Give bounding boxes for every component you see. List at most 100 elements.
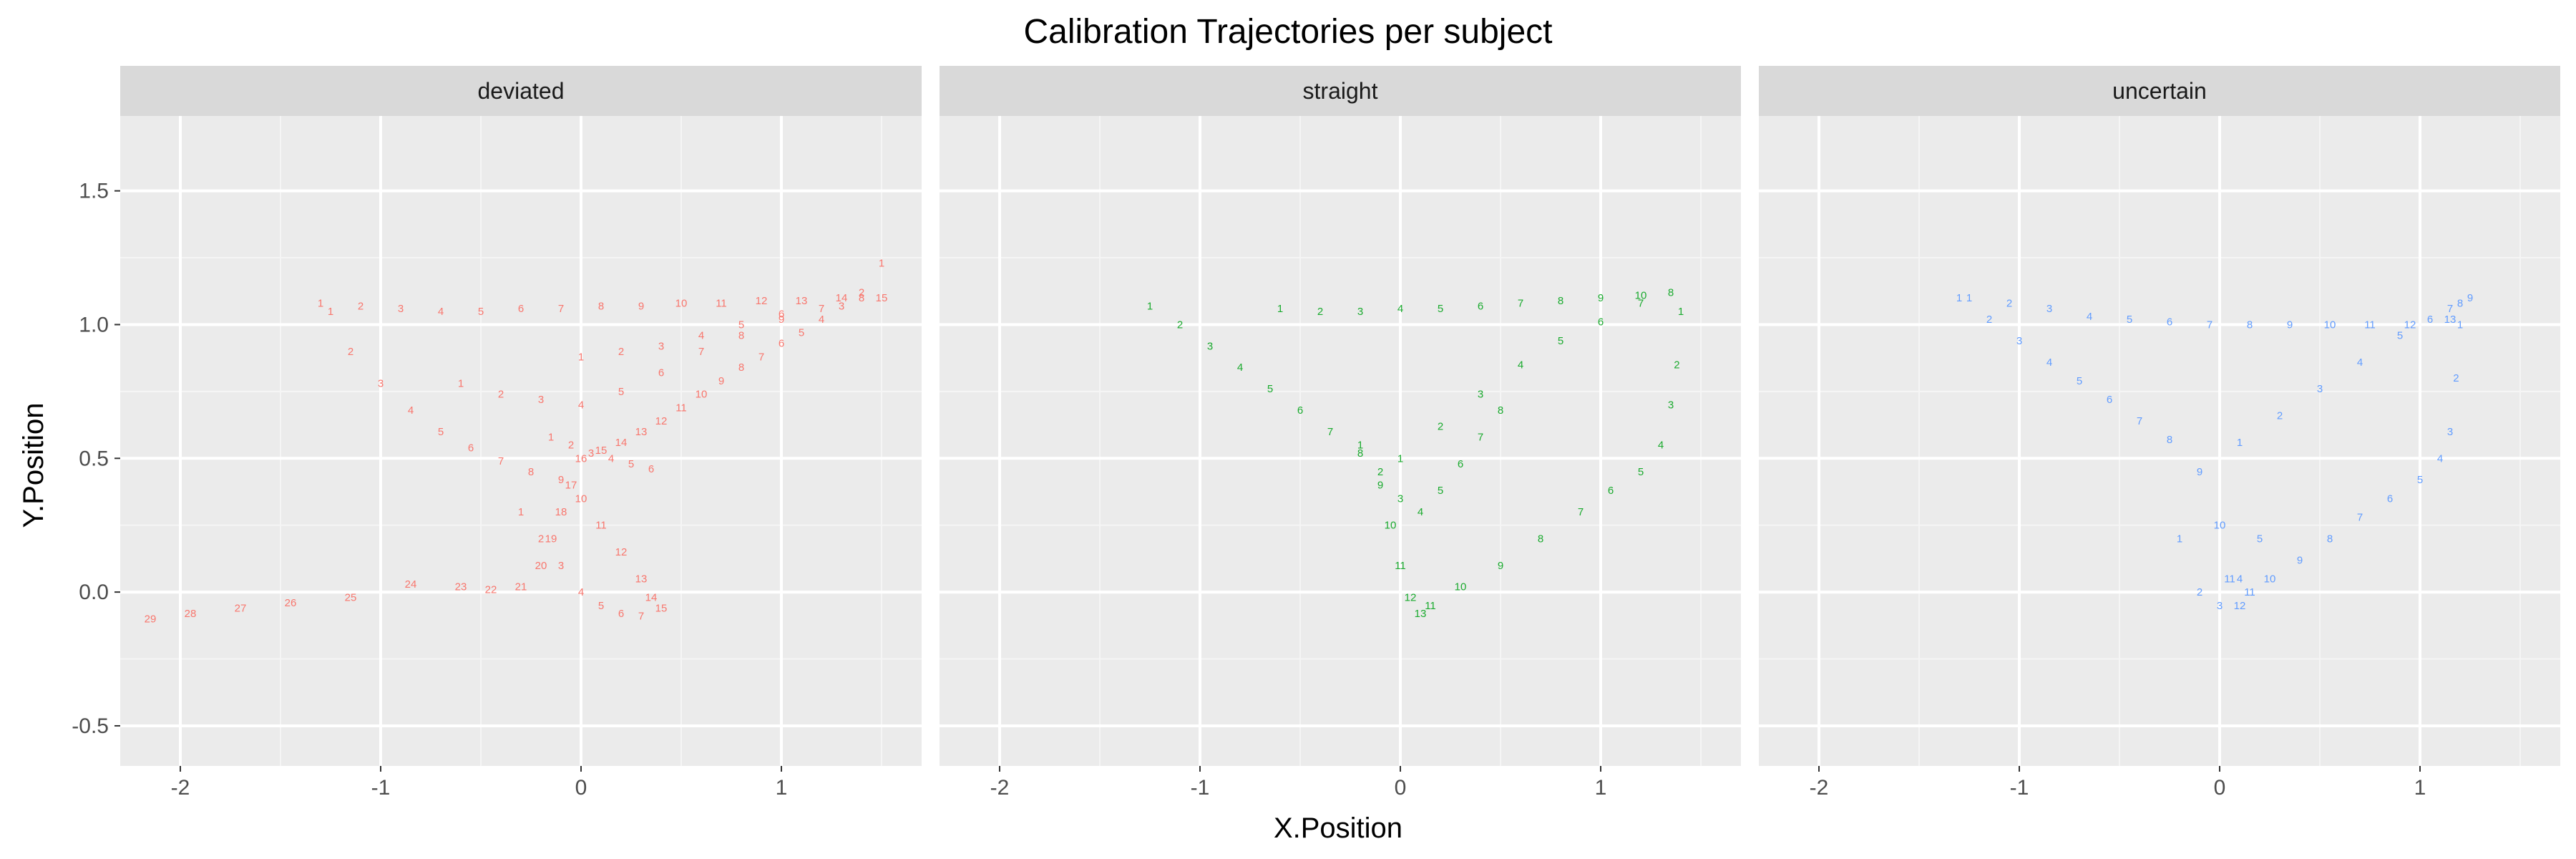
data-point: 10 xyxy=(696,389,708,401)
data-point: 10 xyxy=(1455,581,1467,593)
data-point: 26 xyxy=(285,597,297,609)
data-point: 6 xyxy=(658,367,664,379)
data-point: 6 xyxy=(1297,404,1303,417)
data-point: 5 xyxy=(1438,303,1443,315)
y-axis-title: Y.Position xyxy=(18,403,49,528)
data-point: 13 xyxy=(2444,314,2457,326)
data-point: 9 xyxy=(779,314,784,326)
data-point: 10 xyxy=(2264,573,2276,585)
data-point: 7 xyxy=(1327,426,1333,438)
y-tick-label: 0.5 xyxy=(79,447,109,470)
data-point: 1 xyxy=(1966,292,1972,304)
data-point: 10 xyxy=(1635,289,1647,301)
data-point: 29 xyxy=(145,613,157,625)
data-point: 3 xyxy=(378,378,384,390)
data-point: 10 xyxy=(575,492,587,505)
y-tick-label: 1.0 xyxy=(79,313,109,336)
data-point: 15 xyxy=(876,292,888,304)
data-point: 3 xyxy=(2317,383,2323,395)
data-point: 24 xyxy=(405,578,417,591)
data-point: 7 xyxy=(498,455,504,467)
data-point: 2 xyxy=(538,533,544,545)
data-point: 5 xyxy=(1638,466,1644,478)
data-point: 1 xyxy=(1397,452,1403,465)
data-point: 4 xyxy=(438,306,444,318)
data-point: 8 xyxy=(1498,404,1503,417)
data-point: 6 xyxy=(1598,316,1604,329)
data-point: 9 xyxy=(1377,480,1383,492)
data-point: 10 xyxy=(675,298,688,310)
x-tick-label: -2 xyxy=(1810,776,1829,800)
data-point: 15 xyxy=(595,445,608,457)
data-point: 5 xyxy=(618,386,624,398)
data-point: 4 xyxy=(2437,452,2443,465)
data-point: 2 xyxy=(1674,359,1679,372)
data-point: 11 xyxy=(2244,586,2255,598)
strip-label-uncertain: uncertain xyxy=(2112,78,2207,104)
data-point: 4 xyxy=(578,399,584,412)
y-axis: -0.5 0.0 0.5 1.0 1.5 xyxy=(72,180,120,738)
data-point: 2 xyxy=(1177,319,1183,331)
data-point: 9 xyxy=(1498,560,1503,572)
panel-background-deviated xyxy=(120,116,922,766)
y-tick-label: 1.5 xyxy=(79,180,109,203)
data-point: 1 xyxy=(548,431,554,443)
data-point: 13 xyxy=(635,573,648,585)
data-point: 7 xyxy=(1518,298,1523,310)
data-point: 11 xyxy=(1425,600,1436,612)
data-point: 5 xyxy=(478,306,484,318)
x-tick-label: 0 xyxy=(575,776,587,800)
data-point: 4 xyxy=(408,404,414,417)
data-point: 8 xyxy=(2457,298,2463,310)
panel-background-straight xyxy=(940,116,1741,766)
data-point: 7 xyxy=(1478,431,1483,443)
data-point: 3 xyxy=(588,447,594,460)
x-tick-label: -1 xyxy=(371,776,391,800)
data-point: 12 xyxy=(756,295,768,307)
data-point: 3 xyxy=(558,560,564,572)
data-point: 5 xyxy=(1438,485,1443,497)
data-point: 1 xyxy=(458,378,464,390)
data-point: 5 xyxy=(2257,533,2263,545)
data-point: 5 xyxy=(438,426,444,438)
data-point: 1 xyxy=(1956,292,1962,304)
data-point: 5 xyxy=(2397,329,2403,341)
data-point: 14 xyxy=(615,437,628,449)
data-point: 4 xyxy=(578,586,584,598)
data-point: 3 xyxy=(1397,492,1403,505)
data-point: 6 xyxy=(2167,316,2172,329)
data-point: 2 xyxy=(358,300,364,312)
data-point: 5 xyxy=(1267,383,1273,395)
strip-uncertain xyxy=(1759,66,2560,116)
data-point: 3 xyxy=(658,340,664,352)
data-point: 4 xyxy=(2046,356,2052,369)
data-point: 16 xyxy=(575,452,587,465)
data-point: 7 xyxy=(2137,415,2142,427)
data-point: 2 xyxy=(348,346,353,358)
data-point: 12 xyxy=(655,415,668,427)
data-point: 10 xyxy=(1385,520,1397,532)
points-deviated: 1234567891011121314151617181920212223242… xyxy=(145,258,888,626)
data-point: 8 xyxy=(2327,533,2333,545)
data-point: 3 xyxy=(398,303,404,315)
data-point: 1 xyxy=(1277,303,1283,315)
data-point: 4 xyxy=(608,452,614,465)
data-point: 1 xyxy=(318,298,323,310)
data-point: 8 xyxy=(2247,319,2253,331)
data-point: 28 xyxy=(185,608,197,620)
data-point: 4 xyxy=(698,329,704,341)
data-point: 7 xyxy=(1638,298,1644,310)
data-point: 3 xyxy=(1478,389,1483,401)
strip-label-straight: straight xyxy=(1303,78,1378,104)
data-point: 8 xyxy=(528,466,534,478)
data-point: 2 xyxy=(1986,314,1992,326)
data-point: 3 xyxy=(2217,600,2223,612)
data-point: 7 xyxy=(2357,511,2363,523)
data-point: 4 xyxy=(1518,359,1523,372)
data-point: 1 xyxy=(518,506,524,518)
data-point: 11 xyxy=(1395,560,1406,572)
data-point: 4 xyxy=(819,314,824,326)
data-point: 23 xyxy=(455,581,467,593)
data-point: 4 xyxy=(2237,573,2243,585)
